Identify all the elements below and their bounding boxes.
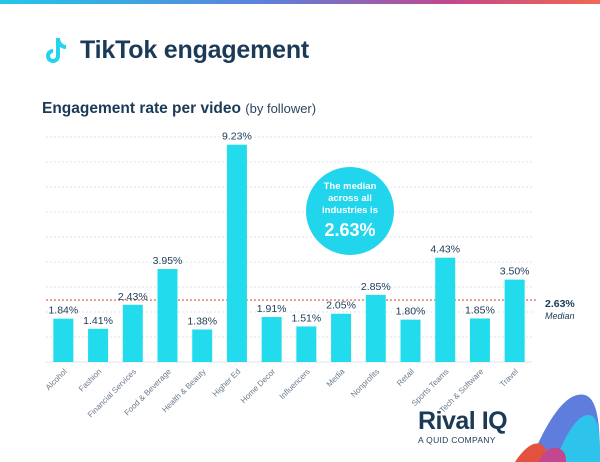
bar-value-label: 1.38% xyxy=(187,316,217,328)
category-label: Fashion xyxy=(77,367,103,393)
bar xyxy=(504,279,525,362)
bar xyxy=(296,326,317,362)
bar xyxy=(365,294,386,362)
category-label: Influencers xyxy=(278,367,312,401)
value-labels: 1.84% 1.41% 2.43% 3.95% 1.38% 9.23% 1.91% 1.51%… xyxy=(48,131,529,328)
bar-value-label: 1.51% xyxy=(291,312,321,324)
median-callout: The median across all industries is 2.63… xyxy=(306,167,394,255)
median-value-label: 2.63% xyxy=(545,298,575,310)
logo-tagline: A QUID COMPANY xyxy=(418,435,496,445)
bar-value-label: 1.41% xyxy=(83,315,113,327)
bar-value-label: 9.23% xyxy=(222,131,252,143)
bar xyxy=(226,144,247,362)
bar-value-label: 4.43% xyxy=(430,244,460,256)
bar-value-label: 2.85% xyxy=(361,281,391,293)
bar xyxy=(469,318,490,362)
bars xyxy=(53,144,525,362)
page-header: TikTok engagement xyxy=(42,30,309,70)
category-label: Higher Ed xyxy=(211,367,243,399)
chart-subtitle: (by follower) xyxy=(245,101,317,116)
bar-value-label: 1.84% xyxy=(48,305,78,317)
callout-value: 2.63% xyxy=(324,220,376,240)
bar xyxy=(261,317,282,362)
category-label: Media xyxy=(325,367,347,389)
bar xyxy=(192,329,213,362)
logo-name: Rival IQ xyxy=(418,407,508,435)
page-title: TikTok engagement xyxy=(80,35,310,64)
bar xyxy=(88,328,109,362)
category-label: Home Decor xyxy=(239,367,277,405)
bar xyxy=(435,257,456,362)
rival-iq-logo: Rival IQ A QUID COMPANY xyxy=(418,407,508,445)
bar xyxy=(331,313,352,362)
bar xyxy=(157,269,178,362)
bar-value-label: 2.05% xyxy=(326,300,356,312)
tiktok-icon xyxy=(46,38,66,63)
bar-value-label: 1.85% xyxy=(465,304,495,316)
bar-value-label: 1.91% xyxy=(257,303,287,315)
category-label: Nonprofits xyxy=(349,367,381,399)
bar xyxy=(122,304,143,362)
category-label: Retail xyxy=(395,367,416,388)
chart-title-text: Engagement rate per video xyxy=(42,100,241,117)
decorative-wave-graphic xyxy=(515,394,600,462)
bar-value-label: 3.95% xyxy=(153,255,183,267)
category-label: Alcohol xyxy=(44,367,69,392)
bar-value-label: 1.80% xyxy=(396,306,426,318)
median-caption: Median xyxy=(545,311,575,321)
chart-title: Engagement rate per video (by follower) xyxy=(42,100,316,118)
callout-text: The median across all industries is xyxy=(322,181,378,216)
bar xyxy=(53,318,74,362)
top-accent-bar xyxy=(0,0,600,4)
bar xyxy=(400,319,421,362)
bar-value-label: 2.43% xyxy=(118,291,148,303)
bar-value-label: 3.50% xyxy=(500,266,530,278)
